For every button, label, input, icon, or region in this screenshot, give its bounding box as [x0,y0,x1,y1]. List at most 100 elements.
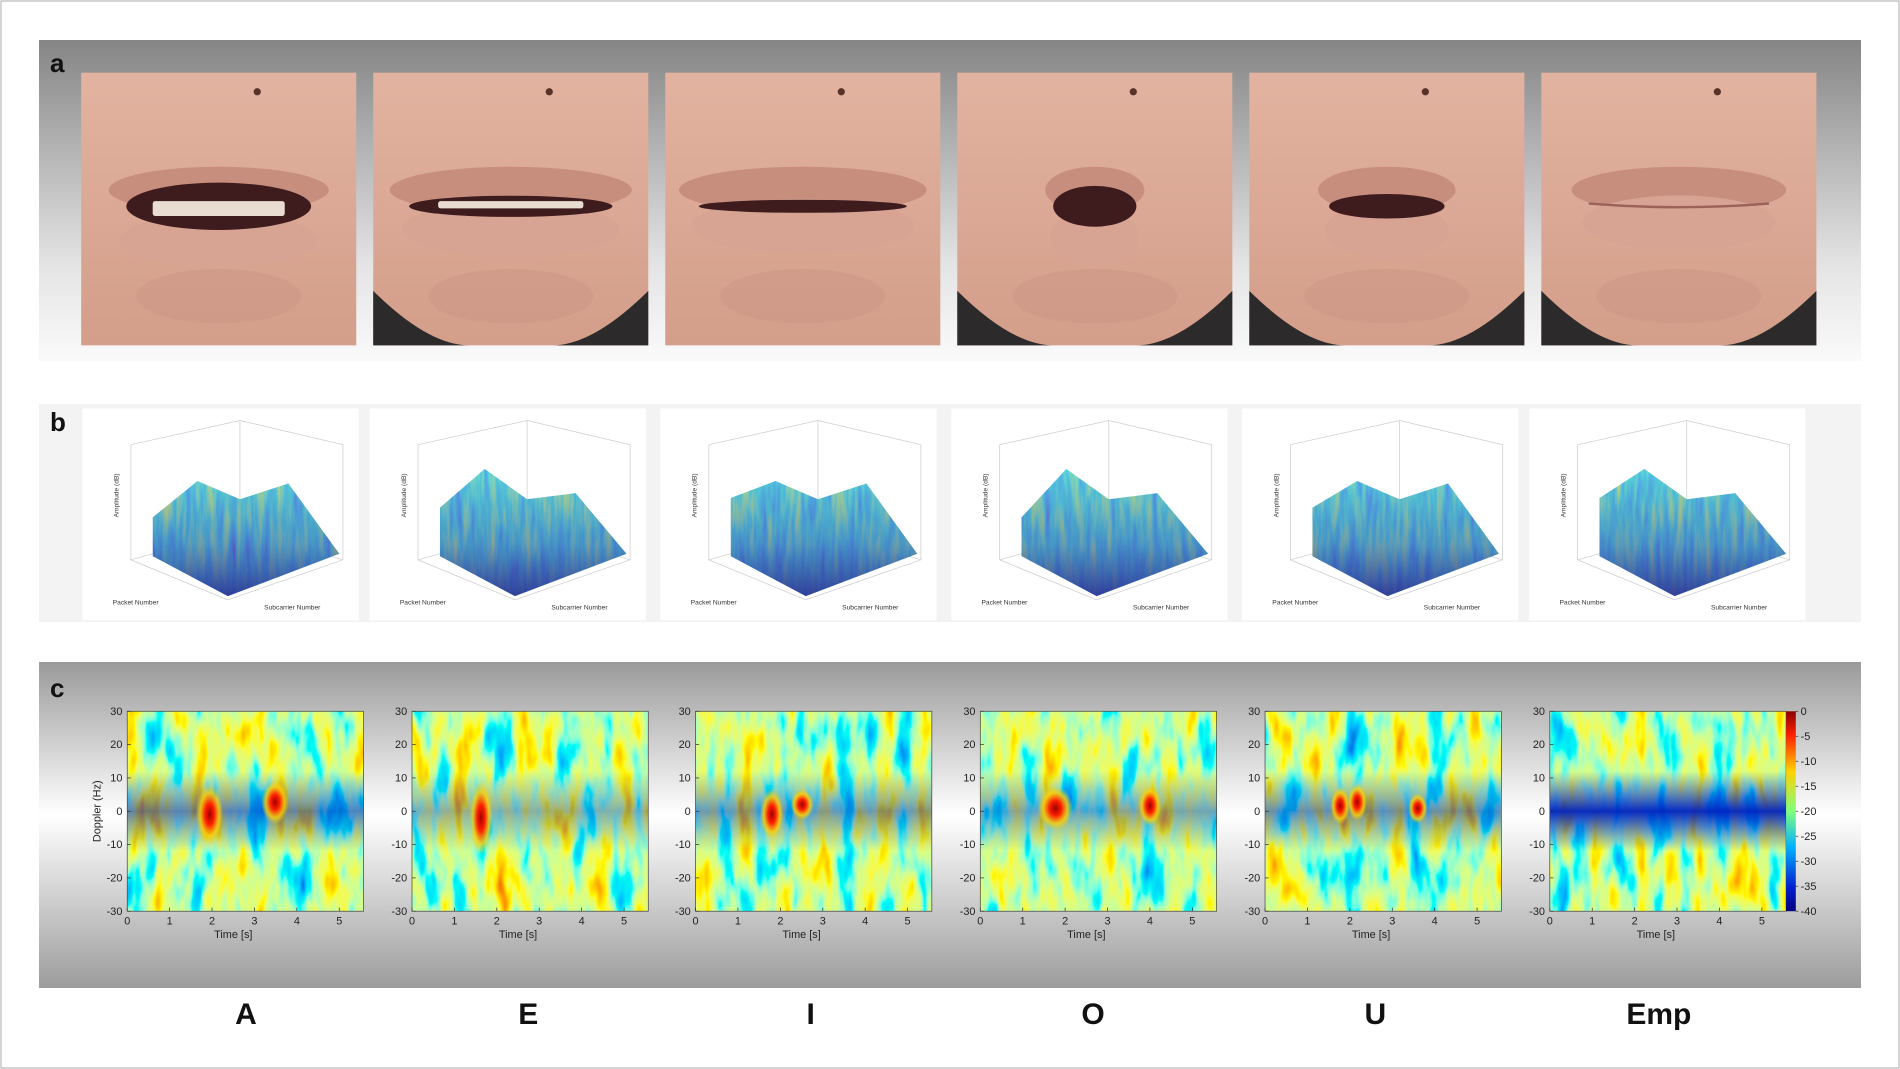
y-tick-label: 20 [679,739,691,751]
hot-spot [261,780,289,825]
x-tick-label: 3 [1104,916,1110,928]
axis-label: Packet Number [691,600,738,607]
y-tick-label: -30 [391,906,407,918]
x-tick-label: 4 [294,916,300,928]
doppler-band [127,771,364,852]
surface-plot: Packet Number Subcarrier Number Amplitude … [1529,408,1806,621]
x-tick-label: 4 [579,916,585,928]
y-tick-label: -10 [107,839,123,851]
chin-shade [428,269,594,324]
x-axis-label: Time [s] [1067,929,1105,941]
y-tick-label: 0 [1539,806,1545,818]
y-tick-label: 30 [110,706,122,718]
doppler-band [1265,771,1502,852]
x-tick-label: 1 [167,916,173,928]
y-tick-label: -10 [391,839,407,851]
x-tick-label: 1 [1304,916,1310,928]
axis-label: Subcarrier Number [1133,605,1190,612]
y-tick-label: 10 [1248,773,1260,785]
neck-shadow [957,290,1054,346]
neck-shadow [552,290,649,346]
panel-label: a [50,48,65,78]
y-tick-label: 10 [679,773,691,785]
x-tick-label: 2 [1062,916,1068,928]
vowel-label: E [518,998,538,1031]
mole [253,88,261,96]
axis-label: Subcarrier Number [1424,605,1481,612]
x-tick-label: 2 [494,916,500,928]
mole [1421,88,1429,96]
y-tick-label: 30 [395,706,407,718]
y-tick-label: 0 [401,806,407,818]
y-tick-label: 0 [969,806,975,818]
axis-label: Packet Number [113,600,160,607]
mole [1713,88,1722,96]
axis-label: Amplitude (dB) [692,473,699,517]
x-tick-label: 4 [862,916,868,928]
neck-shadow [1428,290,1525,346]
lower-lip [1582,195,1776,250]
neck-shadow [1249,290,1346,346]
mouth-photo [665,72,941,346]
x-tick-label: 0 [1262,916,1268,928]
colorbar [1786,711,1796,912]
y-tick-label: -30 [1529,906,1545,918]
doppler-band [980,771,1217,852]
chin-shade [1012,269,1178,324]
colorbar-tick-label: -40 [1801,906,1817,918]
mouth-photo [1249,72,1525,346]
mouth-opening [698,199,907,213]
y-tick-label: -10 [1244,839,1260,851]
x-tick-label: 5 [1759,916,1765,928]
x-tick-label: 1 [1589,916,1595,928]
x-tick-label: 4 [1147,916,1153,928]
neck-shadow [1541,290,1638,346]
x-tick-label: 1 [735,916,741,928]
hot-spot [1330,787,1350,825]
vowel-label: Emp [1626,998,1691,1031]
neck-shadow [1136,290,1233,346]
lower-lip [1324,203,1449,259]
mouth-photo [1541,72,1817,346]
x-tick-label: 3 [536,916,542,928]
lip-line [1588,202,1770,209]
x-axis-label: Time [s] [782,929,820,941]
axis-label: Amplitude (dB) [1273,473,1280,517]
y-tick-label: 0 [1254,806,1260,818]
x-axis-label: Time [s] [214,929,252,941]
y-tick-label: 20 [395,739,407,751]
axis-label: Packet Number [1560,600,1607,607]
vowel-label: O [1081,998,1104,1031]
hot-spot [469,780,493,856]
x-tick-label: 1 [1020,916,1026,928]
axis-label: Packet Number [1272,600,1319,607]
x-tick-label: 3 [1674,916,1680,928]
mole [837,88,845,96]
mole [545,88,553,96]
panel-label: c [50,673,64,703]
y-tick-label: -20 [960,873,976,885]
y-tick-label: 20 [963,739,975,751]
x-tick-label: 2 [1632,916,1638,928]
chin-shade [1596,269,1762,324]
axis-label: Subcarrier Number [1711,605,1768,612]
mouth-photo [957,72,1233,346]
surface-plot: Packet Number Subcarrier Number Amplitude … [1242,408,1519,621]
axis-label: Amplitude (dB) [983,473,990,517]
x-tick-label: 3 [1389,916,1395,928]
teeth [438,201,584,209]
hot-spot [760,788,784,840]
y-tick-label: 20 [110,739,122,751]
x-tick-label: 0 [1547,916,1553,928]
teeth [152,201,285,216]
hot-spot [790,789,814,820]
x-tick-label: 5 [336,916,342,928]
hot-spot [196,783,224,845]
x-tick-label: 4 [1716,916,1722,928]
y-tick-label: 10 [1533,773,1545,785]
axis-label: Packet Number [982,600,1029,607]
